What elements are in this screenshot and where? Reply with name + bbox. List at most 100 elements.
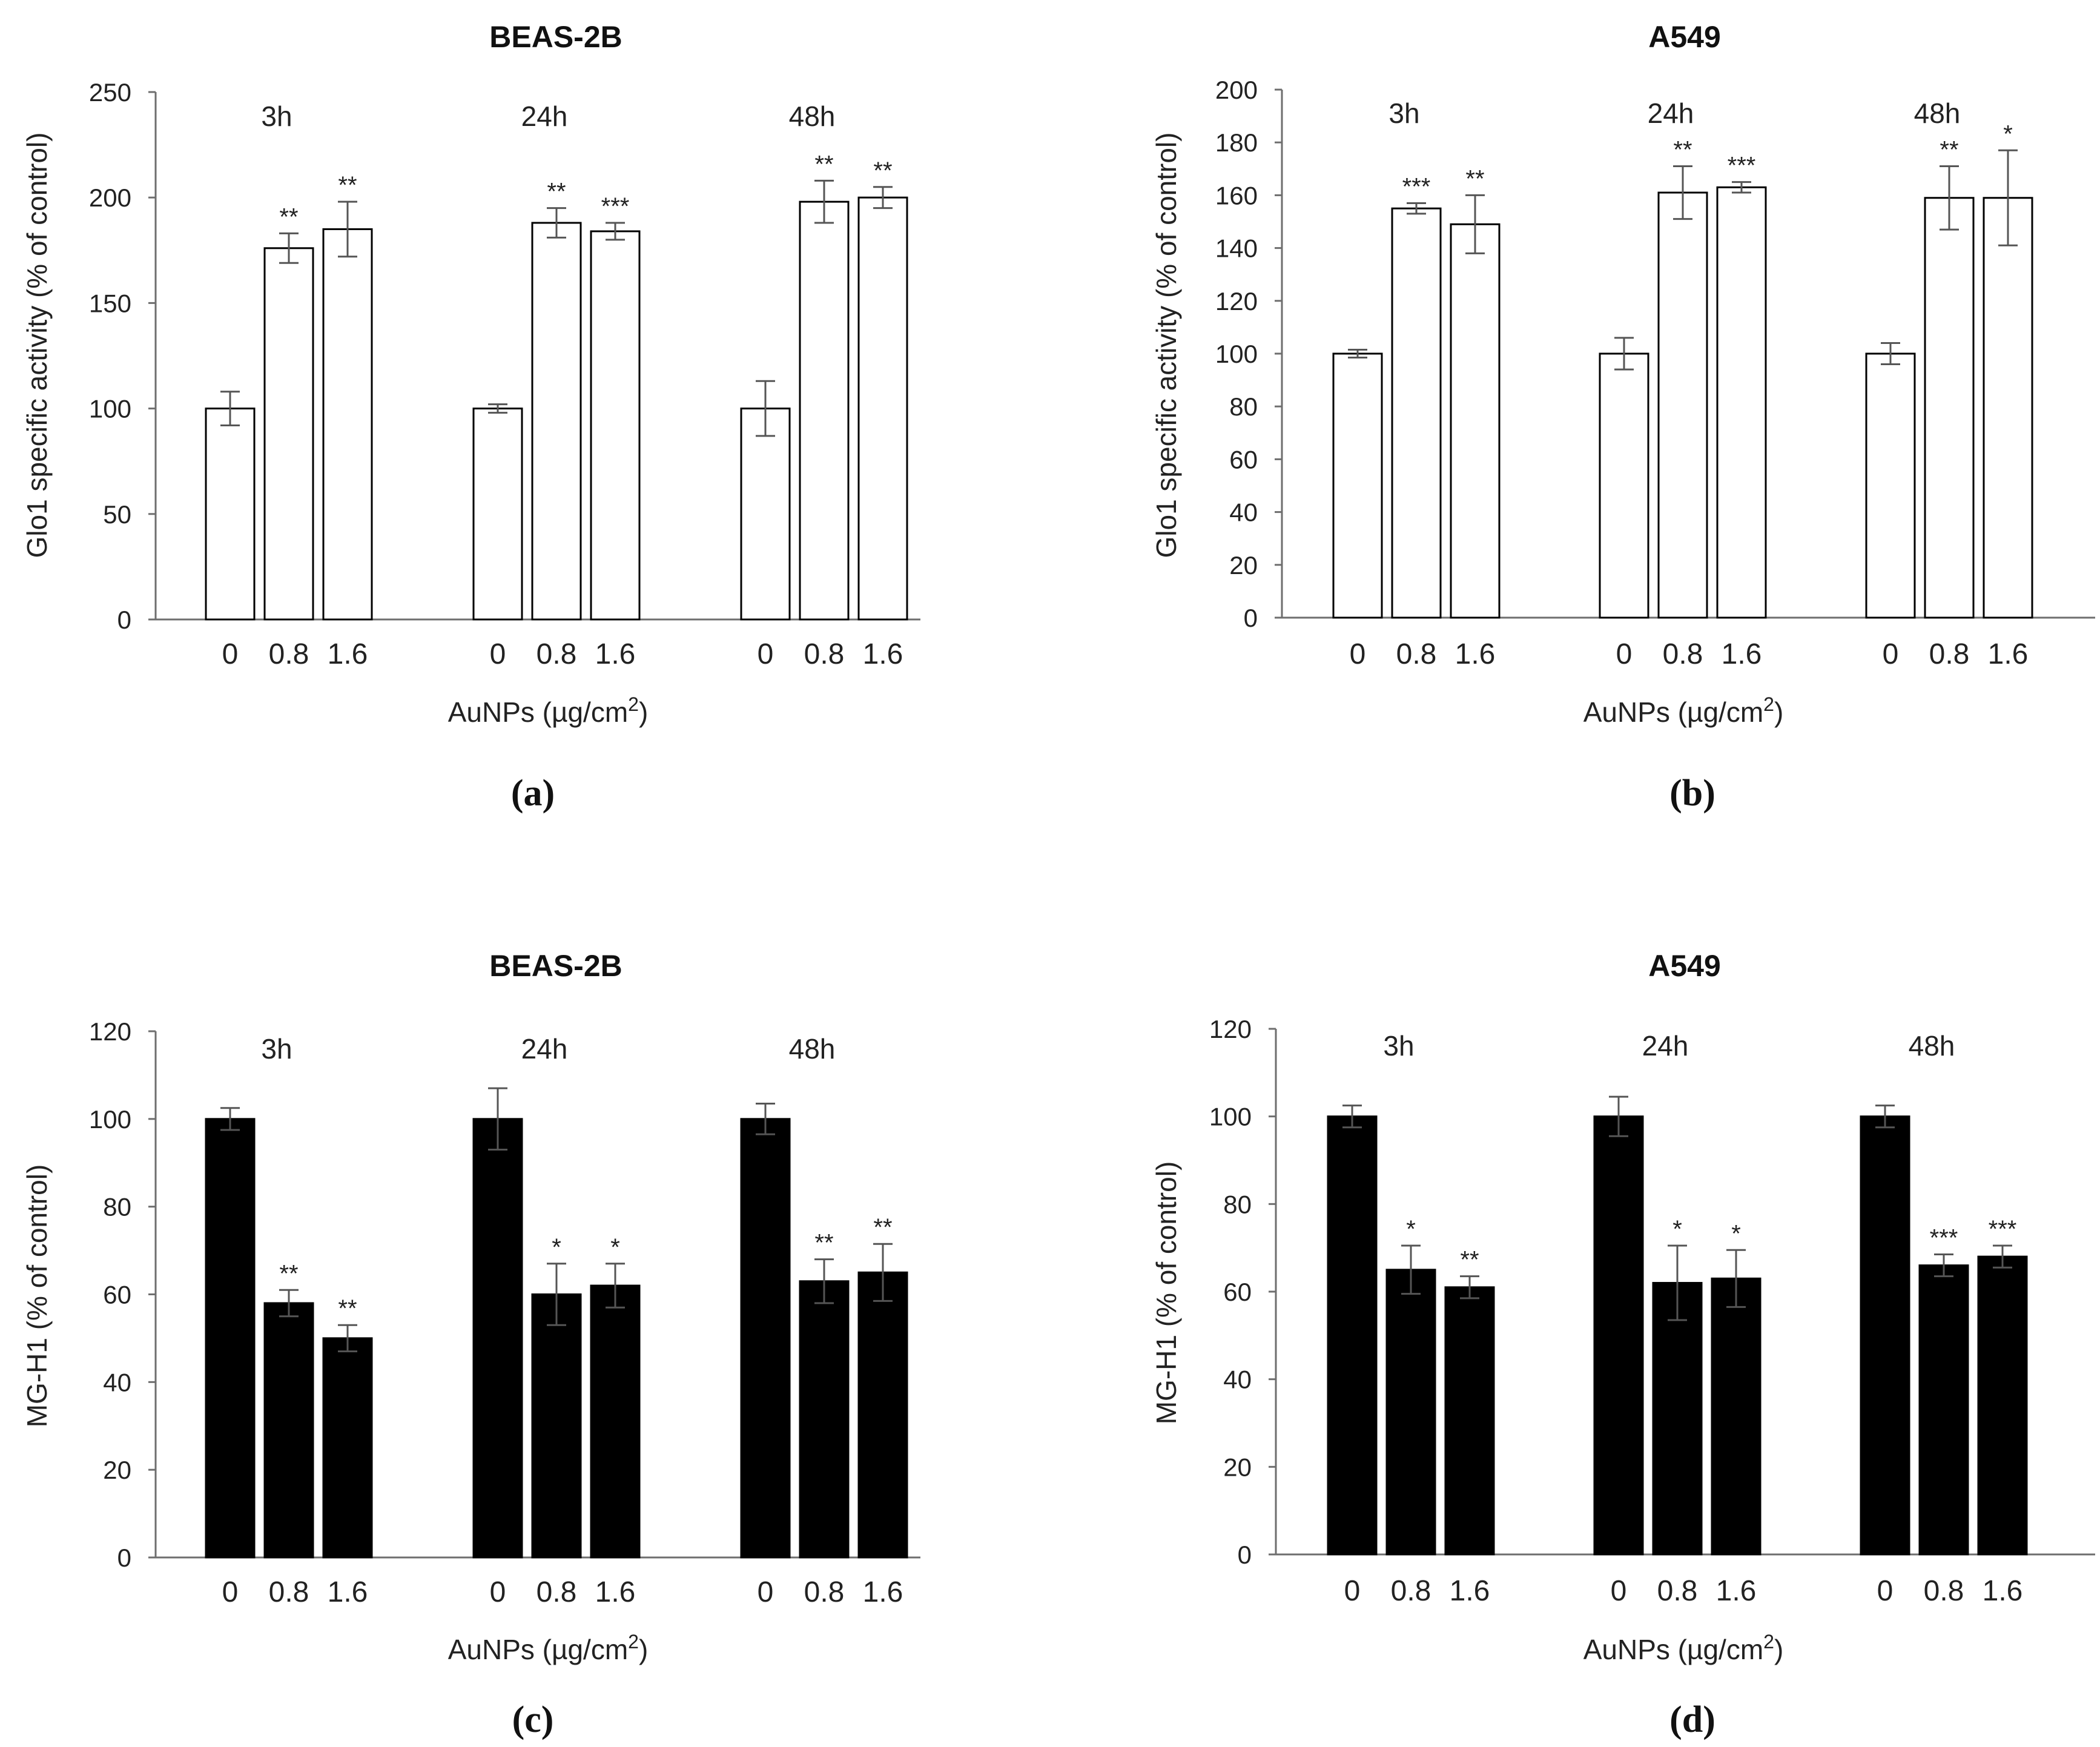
bar [1652, 1282, 1703, 1556]
x-axis-label: AuNPs (µg/cm2) [1583, 693, 1784, 728]
chart-title: A549 [1648, 20, 1721, 54]
group-label: 3h [261, 1033, 292, 1065]
bar [1865, 352, 1916, 619]
bar [1385, 1269, 1436, 1556]
bar [1918, 1264, 1969, 1556]
significance-marker: * [610, 1234, 620, 1261]
x-category-label: 0 [490, 1576, 506, 1608]
y-tick-label: 40 [1223, 1366, 1252, 1394]
chart-panel-a: BEAS-2B 0 50 100 150 200 250 Glo1 specific acti… [21, 20, 920, 814]
significance-marker: ** [873, 157, 892, 184]
x-category-label: 0 [1611, 1575, 1627, 1607]
x-category-label: 0.8 [537, 1576, 577, 1608]
y-axis-label: MG-H1 (% of control) [1151, 1161, 1182, 1425]
bar [1327, 1115, 1378, 1556]
y-tick-label: 0 [117, 606, 131, 634]
x-category-label: 1.6 [1455, 638, 1496, 670]
chart-panel-b: A549 0 20 40 60 80 100 120 140 160 180 200 Glo1 spec… [1151, 20, 2095, 814]
bar [263, 247, 314, 621]
bar [740, 1118, 791, 1559]
chart-title: A549 [1648, 949, 1721, 983]
group-label: 3h [1388, 97, 1419, 129]
bar [322, 1337, 373, 1559]
significance-marker: ** [873, 1214, 892, 1241]
x-category-label: 1.6 [328, 1576, 368, 1608]
y-tick-label: 80 [1223, 1190, 1252, 1218]
y-tick-label: 250 [89, 78, 131, 107]
x-category-label: 0.8 [269, 1576, 309, 1608]
group-label: 48h [789, 101, 836, 132]
x-category-label: 0 [758, 1576, 774, 1608]
x-category-label: 1.6 [1716, 1575, 1757, 1607]
chart-title: BEAS-2B [489, 20, 622, 54]
bar [531, 222, 582, 621]
x-category-label: 1.6 [595, 1576, 636, 1608]
panel-label: (c) [512, 1699, 554, 1740]
x-category-label: 1.6 [863, 638, 903, 670]
chart-title: BEAS-2B [489, 949, 622, 983]
significance-marker: *** [601, 193, 630, 220]
y-tick-label: 100 [1209, 1103, 1252, 1131]
y-tick-label: 0 [117, 1544, 131, 1572]
significance-marker: ** [1940, 136, 1958, 163]
bar [1332, 352, 1383, 619]
significance-marker: * [552, 1234, 561, 1261]
y-tick-label: 100 [1215, 340, 1258, 368]
bar [531, 1293, 582, 1559]
significance-marker: *** [1402, 173, 1431, 200]
x-category-label: 0.8 [269, 638, 309, 670]
y-tick-label: 120 [1209, 1015, 1252, 1043]
y-tick-label: 40 [1229, 498, 1258, 527]
y-tick-label: 140 [1215, 234, 1258, 263]
bar [590, 1284, 641, 1559]
y-tick-label: 0 [1244, 604, 1258, 632]
group-label: 3h [261, 101, 292, 132]
bar [1657, 191, 1708, 619]
bar [205, 1118, 256, 1559]
x-category-label: 0 [1616, 638, 1633, 670]
bar [799, 1280, 850, 1559]
panel-label: (d) [1669, 1699, 1715, 1740]
significance-marker: ** [338, 1295, 357, 1322]
x-axis-label: AuNPs (µg/cm2) [1583, 1631, 1784, 1665]
x-category-label: 0.8 [804, 1576, 845, 1608]
significance-marker: *** [1728, 153, 1756, 179]
x-category-label: 1.6 [1983, 1575, 2023, 1607]
y-axis-label: Glo1 specific activity (% of control) [21, 132, 53, 558]
y-tick-label: 20 [103, 1456, 131, 1484]
y-tick-label: 20 [1223, 1453, 1252, 1481]
bar [1716, 186, 1767, 619]
bar [1860, 1115, 1910, 1556]
bar [1593, 1115, 1644, 1556]
bar [205, 408, 256, 621]
x-category-label: 1.6 [328, 638, 368, 670]
x-category-label: 0.8 [1663, 638, 1703, 670]
bar [857, 1271, 908, 1559]
y-tick-label: 150 [89, 289, 131, 317]
x-category-label: 1.6 [1988, 638, 2029, 670]
panel-label: (a) [511, 773, 555, 814]
x-category-label: 1.6 [1722, 638, 1762, 670]
bar [472, 408, 523, 621]
x-category-label: 0 [1344, 1575, 1361, 1607]
y-tick-label: 80 [103, 1193, 131, 1221]
significance-marker: ** [279, 1260, 298, 1287]
bar [1711, 1277, 1762, 1556]
x-axis-label: AuNPs (µg/cm2) [448, 693, 649, 728]
y-tick-label: 80 [1229, 392, 1258, 421]
y-tick-label: 120 [89, 1017, 131, 1046]
bar [1450, 223, 1501, 619]
y-tick-label: 20 [1229, 551, 1258, 580]
y-tick-label: 0 [1238, 1541, 1252, 1569]
y-tick-label: 200 [1215, 76, 1258, 104]
x-category-label: 0 [1883, 638, 1899, 670]
significance-marker: ** [338, 172, 357, 199]
y-tick-label: 180 [1215, 128, 1258, 157]
x-category-label: 0 [1350, 638, 1366, 670]
x-category-label: 0.8 [1396, 638, 1437, 670]
x-category-label: 0.8 [1924, 1575, 1964, 1607]
y-tick-label: 160 [1215, 181, 1258, 210]
significance-marker: ** [279, 203, 298, 230]
group-label: 24h [521, 1033, 568, 1065]
